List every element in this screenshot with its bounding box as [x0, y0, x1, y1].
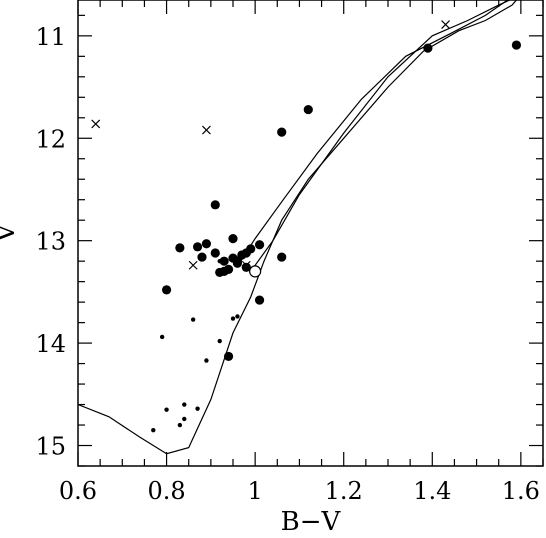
x-tick-label: 1.2: [325, 477, 363, 505]
star-point-small: [151, 427, 156, 433]
x-tick-label: 1.4: [413, 477, 451, 505]
y-tick-label: 14: [35, 330, 66, 358]
axis-ticks: [77, 0, 544, 467]
x-tick-label: 0.8: [147, 477, 185, 505]
star-point-small: [217, 258, 222, 264]
star-point-large: [175, 243, 185, 253]
tick-labels: 0.6 0.8 1 1.2 1.4 1.6 11 12 13 14 15: [35, 23, 539, 505]
star-point-large: [161, 285, 172, 295]
star-point-small: [190, 317, 196, 322]
star-point-small: [195, 406, 200, 411]
star-point-large: [219, 256, 229, 266]
star-point-large: [192, 242, 203, 252]
star-point-cross: [441, 20, 450, 30]
star-point-large: [215, 267, 225, 278]
star-point-large: [254, 295, 265, 305]
star-point-large: [228, 234, 238, 244]
y-tick-label: 13: [35, 228, 66, 256]
x-tick-label: 1: [248, 477, 263, 505]
star-point-large: [232, 256, 243, 266]
star-point-open: [249, 265, 262, 278]
star-point-cross: [202, 125, 211, 135]
isochrone-curve: [78, 0, 518, 455]
plot-frame: [77, 0, 544, 467]
y-tick-label: 15: [35, 433, 66, 461]
star-point-large: [241, 262, 251, 272]
y-tick-label: 11: [35, 23, 66, 51]
x-tick-label: 1.6: [502, 477, 540, 505]
star-point-small: [177, 422, 183, 428]
y-tick-label: 12: [35, 125, 66, 153]
y-axis-title: V: [0, 222, 21, 243]
star-point-large: [241, 248, 251, 258]
star-point-large: [254, 240, 265, 250]
x-tick-label: 0.6: [59, 477, 97, 505]
star-point-large: [201, 239, 212, 249]
star-point-small: [182, 416, 187, 422]
star-point-large: [511, 40, 522, 50]
star-point-large: [423, 43, 433, 53]
star-point-cross: [188, 260, 198, 270]
star-point-small: [235, 314, 240, 319]
star-point-cross: [241, 260, 251, 270]
star-point-small: [230, 316, 236, 321]
star-point-small: [204, 358, 209, 363]
star-point-small: [164, 407, 169, 412]
star-point-large: [210, 200, 220, 210]
isochrone-curve: [250, 0, 512, 272]
star-point-small: [182, 402, 187, 407]
star-point-cross: [91, 119, 101, 129]
plot-marks: [78, 0, 522, 455]
star-point-large: [277, 127, 287, 137]
star-point-small: [217, 338, 222, 344]
star-point-large: [197, 252, 207, 262]
star-point-large: [277, 252, 287, 262]
isochrone-curve: [236, 0, 508, 267]
star-point-small: [159, 334, 165, 340]
star-point-large: [210, 248, 220, 258]
x-axis-title: B−V: [281, 507, 342, 537]
star-point-large: [303, 104, 313, 115]
star-point-large: [223, 351, 234, 362]
star-point-large: [223, 264, 234, 274]
